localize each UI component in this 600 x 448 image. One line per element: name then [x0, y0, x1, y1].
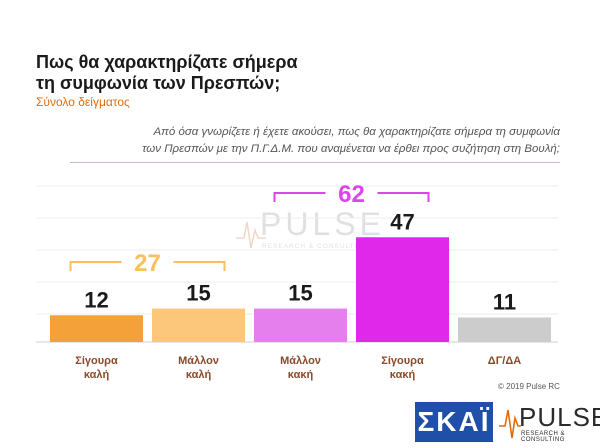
category-label: κακή [390, 369, 416, 381]
bar [458, 317, 551, 342]
skai-logo-text: ΣΚΑΪ [417, 406, 491, 437]
question-divider [70, 162, 560, 163]
chart-title: Πως θα χαρακτηρίζατε σήμερα τη συμφωνία … [36, 52, 396, 94]
category-label: Σίγουρα [75, 355, 118, 367]
bar [356, 237, 449, 342]
group-brackets: 27 62 [69, 181, 430, 277]
category-label: Μάλλον [280, 355, 321, 367]
group-bracket [69, 261, 226, 271]
pulse-wave-icon [236, 221, 266, 249]
chart-bars [50, 237, 551, 342]
question-line-1: Από όσα γνωρίζετε ή έχετε ακούσει, πως θ… [153, 126, 561, 138]
title-line-2: τη συμφωνία των Πρεσπών; [36, 73, 281, 93]
copyright-text: © 2019 Pulse RC [498, 382, 560, 391]
value-label: 11 [493, 289, 516, 314]
bar [152, 308, 245, 342]
category-label: Μάλλον [178, 355, 219, 367]
question-line-2: των Πρεσπών με την Π.Γ.Δ.Μ. που αναμένετ… [142, 143, 560, 155]
watermark-subtitle: RESEARCH & CONSULTING [262, 243, 370, 250]
bar [50, 315, 143, 342]
category-labels: Σίγουρα καλή Μάλλον καλή Μάλλον κακή Σίγουρα κα… [75, 355, 521, 381]
bar [254, 308, 347, 342]
pulse-logo-subtitle: RESEARCH & CONSULTING [521, 431, 566, 443]
value-label: 47 [390, 209, 414, 234]
survey-question: Από όσα γνωρίζετε ή έχετε ακούσει, πως θ… [40, 124, 560, 158]
category-label: καλή [186, 369, 212, 381]
pulse-logo: PULSE RESEARCH & CONSULTING [499, 402, 600, 443]
category-label: Σίγουρα [381, 355, 424, 367]
category-label: ΔΓ/ΔΑ [488, 355, 521, 367]
value-labels: 12 15 15 47 11 [84, 209, 516, 314]
logo-bar: ΣΚΑΪ PULSE RESEARCH & CONSULTING [415, 400, 600, 448]
category-label: καλή [84, 369, 110, 381]
pulse-logo-wave-icon [499, 409, 521, 439]
pulse-logo-word: PULSE [519, 402, 600, 432]
chart-subtitle: Σύνολο δείγματος [36, 95, 130, 109]
group-total-label: 62 [338, 181, 365, 208]
group-bracket [273, 192, 430, 202]
value-label: 15 [288, 281, 312, 306]
title-line-1: Πως θα χαρακτηρίζατε σήμερα [36, 52, 298, 72]
value-label: 15 [186, 281, 210, 306]
category-label: κακή [288, 369, 314, 381]
skai-logo: ΣΚΑΪ [415, 402, 493, 442]
watermark-word: PULSE [260, 206, 385, 242]
group-total-label: 27 [134, 250, 161, 277]
pulse-watermark: PULSE RESEARCH & CONSULTING [236, 206, 396, 256]
value-label: 12 [84, 287, 108, 312]
